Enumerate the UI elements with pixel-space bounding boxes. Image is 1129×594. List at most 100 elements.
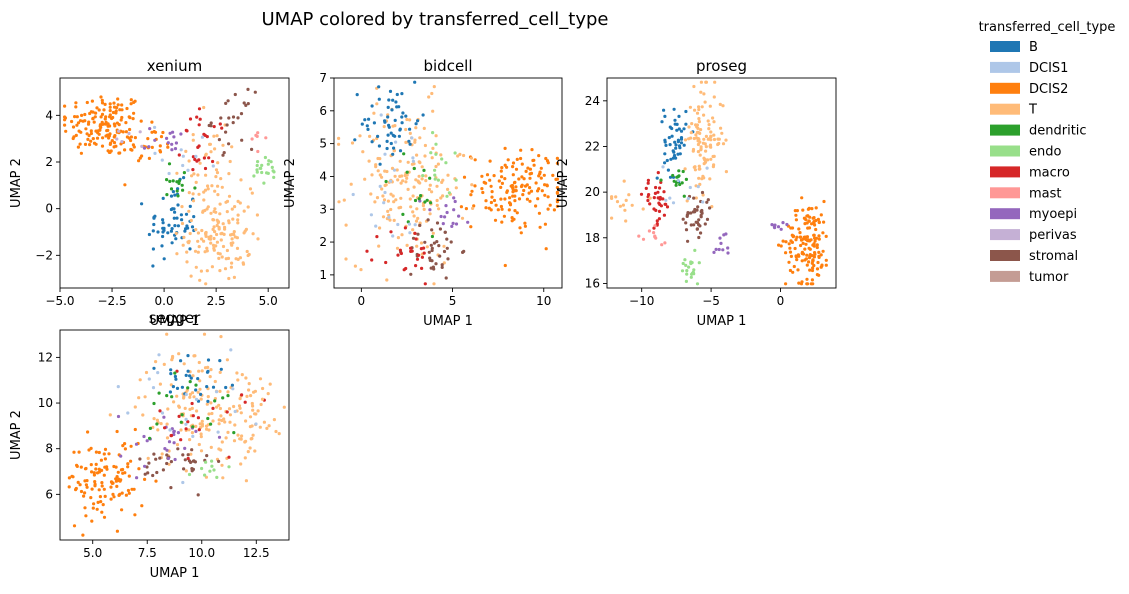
- point-mast: [641, 237, 646, 241]
- point-T: [386, 113, 390, 117]
- point-T: [198, 387, 202, 391]
- point-DCIS1: [156, 371, 160, 375]
- point-DCIS2: [534, 181, 538, 185]
- y-tick-label: 6: [319, 104, 327, 118]
- point-stromal: [154, 457, 158, 461]
- point-B: [663, 161, 667, 165]
- point-T: [214, 168, 219, 172]
- point-T: [697, 105, 701, 109]
- point-DCIS2: [807, 260, 811, 264]
- point-DCIS2: [489, 200, 493, 205]
- point-T: [436, 162, 440, 166]
- point-stromal: [147, 461, 151, 465]
- point-T: [392, 200, 396, 204]
- point-DCIS2: [102, 108, 106, 112]
- point-DCIS2: [523, 184, 528, 188]
- point-T: [230, 261, 234, 265]
- point-DCIS2: [76, 480, 80, 484]
- point-T: [181, 243, 185, 247]
- point-DCIS2: [154, 479, 158, 483]
- point-T: [199, 435, 203, 439]
- point-T: [233, 423, 237, 427]
- point-myoepi: [134, 442, 139, 446]
- point-B: [169, 194, 174, 198]
- point-T: [198, 278, 202, 282]
- point-T: [706, 119, 710, 123]
- point-T: [199, 432, 203, 436]
- legend-swatch-macro: [990, 166, 1020, 178]
- point-T: [243, 456, 247, 460]
- point-DCIS2: [139, 119, 143, 123]
- point-DCIS2: [803, 222, 807, 226]
- point-T: [206, 395, 210, 399]
- point-T: [439, 196, 443, 200]
- point-macro: [227, 455, 231, 459]
- point-T: [712, 137, 717, 142]
- point-DCIS1: [392, 168, 397, 172]
- point-T: [431, 146, 435, 150]
- point-DCIS2: [112, 464, 116, 469]
- point-endo: [266, 162, 270, 166]
- point-B: [397, 134, 401, 138]
- point-DCIS1: [200, 135, 204, 139]
- point-DCIS1: [211, 164, 215, 168]
- point-mast: [250, 137, 254, 141]
- point-stromal: [698, 224, 702, 228]
- point-DCIS2: [80, 113, 84, 117]
- point-myoepi: [718, 236, 722, 240]
- point-T: [414, 219, 419, 223]
- point-DCIS2: [540, 189, 544, 193]
- point-DCIS2: [803, 235, 807, 239]
- point-DCIS2: [96, 129, 100, 133]
- point-dendritic: [232, 431, 236, 435]
- point-T: [469, 156, 474, 160]
- point-T: [692, 84, 696, 89]
- point-DCIS2: [75, 464, 79, 468]
- point-T: [223, 420, 227, 424]
- point-DCIS2: [124, 121, 128, 125]
- point-DCIS2: [503, 177, 507, 181]
- legend-label-perivas: perivas: [1029, 228, 1077, 243]
- panel-title: bidcell: [423, 57, 472, 75]
- point-T: [236, 433, 240, 437]
- point-DCIS2: [529, 189, 534, 193]
- point-T: [689, 131, 693, 135]
- point-T: [261, 386, 265, 391]
- legend-swatch-DCIS1: [990, 61, 1020, 73]
- point-T: [419, 241, 424, 245]
- point-dendritic: [417, 197, 421, 201]
- point-T: [408, 118, 412, 122]
- point-DCIS2: [824, 234, 828, 238]
- point-dendritic: [678, 182, 682, 187]
- point-DCIS2: [133, 136, 137, 140]
- point-endo: [689, 275, 693, 279]
- point-T: [219, 238, 223, 242]
- point-T: [405, 243, 409, 247]
- point-T: [437, 207, 441, 211]
- point-T: [386, 199, 390, 203]
- point-endo: [692, 268, 696, 272]
- point-DCIS2: [802, 216, 807, 220]
- point-DCIS2: [485, 173, 490, 177]
- point-B: [370, 104, 374, 108]
- point-stromal: [165, 453, 169, 457]
- point-T: [400, 233, 404, 237]
- point-B: [363, 118, 367, 122]
- point-DCIS1: [186, 168, 190, 172]
- point-DCIS2: [100, 144, 105, 148]
- point-mast: [647, 229, 652, 233]
- point-DCIS2: [791, 235, 795, 239]
- point-T: [614, 195, 618, 199]
- legend-swatch-tumor: [990, 270, 1020, 282]
- point-stromal: [244, 103, 248, 107]
- point-stromal: [692, 223, 696, 227]
- point-B: [140, 202, 144, 206]
- point-DCIS2: [74, 488, 78, 492]
- point-T: [344, 257, 348, 261]
- point-DCIS2: [824, 258, 828, 262]
- point-DCIS2: [808, 268, 812, 272]
- point-B: [383, 120, 387, 124]
- point-DCIS2: [545, 183, 549, 187]
- legend: transferred_cell_type BDCIS1DCIS2Tdendri…: [979, 20, 1116, 285]
- point-B: [377, 85, 381, 89]
